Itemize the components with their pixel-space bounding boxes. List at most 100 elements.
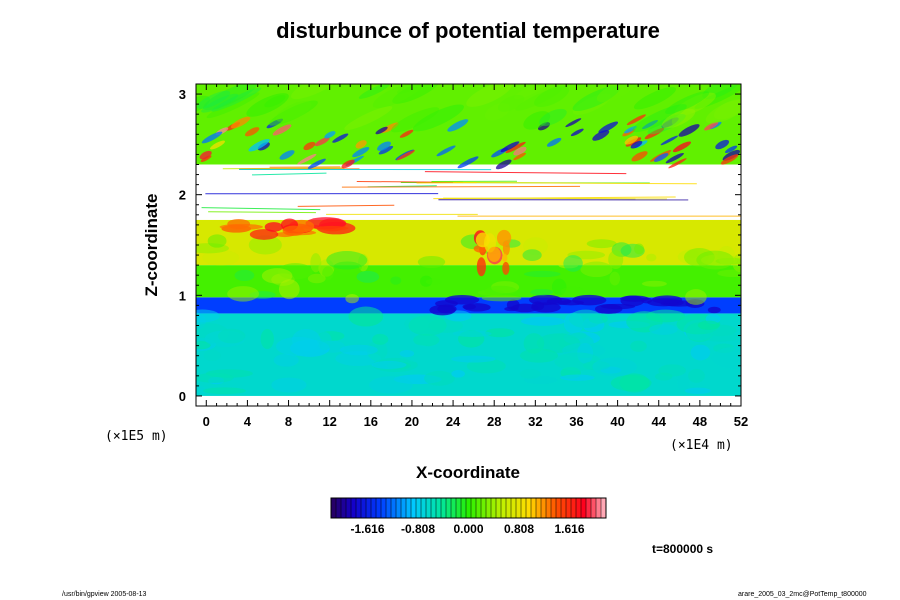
- wave-mark: [266, 118, 284, 129]
- colorbar-segment: [546, 498, 552, 518]
- colorbar-segment: [416, 498, 422, 518]
- heatmap-band-4: [196, 164, 741, 220]
- eddy-mark: [196, 385, 206, 396]
- wave-mark: [570, 128, 584, 137]
- eddy-mark: [688, 368, 705, 383]
- wave-mark: [210, 140, 225, 150]
- eddy-mark: [571, 332, 587, 339]
- streak-mark: [452, 181, 697, 185]
- colorbar-segment: [356, 498, 362, 518]
- footer-right: arare_2005_03_2mc@PotTemp_t800000: [738, 591, 867, 598]
- wave-mark: [720, 154, 739, 165]
- mid-eddy: [227, 286, 260, 302]
- colorbar-segment: [406, 498, 412, 518]
- streak-mark: [208, 211, 316, 214]
- colorbar-segment: [426, 498, 432, 518]
- wave-mark: [436, 145, 456, 157]
- upper-texture: [596, 84, 634, 103]
- wave-mark: [375, 126, 388, 135]
- upper-texture: [497, 94, 525, 112]
- wave-mark: [724, 145, 738, 154]
- upper-texture: [705, 99, 741, 124]
- wave-mark: [303, 141, 316, 151]
- wave-mark: [592, 130, 610, 141]
- colorbar-segment: [371, 498, 377, 518]
- wave-mark: [505, 141, 526, 154]
- x-axis-title: X-coordinate: [416, 463, 520, 482]
- mid-eddy: [425, 278, 442, 285]
- mid-eddy: [390, 276, 402, 285]
- wave-mark: [661, 117, 679, 128]
- wave-mark: [513, 146, 527, 156]
- x-tick-label: 40: [610, 414, 624, 429]
- wave-mark: [279, 150, 295, 160]
- eddy-mark: [519, 369, 541, 379]
- colorbar-segment: [441, 498, 447, 518]
- wave-mark: [672, 141, 692, 153]
- colorbar-segment: [571, 498, 577, 518]
- mid-eddy: [202, 249, 240, 266]
- cold-blob: [620, 295, 645, 307]
- eddy-mark: [372, 333, 389, 345]
- wave-mark: [665, 152, 684, 164]
- colorbar-segment: [586, 498, 592, 518]
- colorbar-segment: [471, 498, 477, 518]
- mid-eddy: [563, 255, 583, 272]
- colorbar-segment: [331, 498, 337, 518]
- wave-mark: [447, 119, 469, 132]
- plot-area: [196, 84, 741, 396]
- x-tick-label: 52: [734, 414, 748, 429]
- y-tick-label: 3: [179, 87, 186, 102]
- mid-eddy: [307, 273, 326, 284]
- upper-texture: [290, 84, 342, 100]
- mid-eddy: [646, 253, 657, 262]
- mid-eddy: [586, 239, 617, 249]
- upper-texture: [268, 100, 318, 126]
- x-tick-label: 28: [487, 414, 501, 429]
- upper-texture: [412, 104, 464, 132]
- eddy-mark: [519, 348, 559, 363]
- upper-texture: [484, 103, 510, 121]
- eddy-mark: [317, 331, 332, 351]
- streak-mark: [222, 167, 344, 170]
- colorbar-segment: [481, 498, 487, 518]
- colorbar-segment: [341, 498, 347, 518]
- colorbar-segment: [366, 498, 372, 518]
- eddy-mark: [690, 344, 711, 361]
- colorbar-segment: [376, 498, 382, 518]
- x-unit-label: (×1E4 m): [670, 438, 733, 453]
- colorbar-segment: [536, 498, 542, 518]
- wave-mark: [546, 137, 562, 147]
- wave-mark: [201, 131, 223, 144]
- warm-patch: [282, 225, 305, 237]
- eddy-mark: [697, 320, 720, 330]
- upper-texture: [264, 95, 286, 108]
- wave-mark: [332, 133, 349, 143]
- upper-texture: [344, 106, 393, 131]
- colorbar-segment: [591, 498, 597, 518]
- mid-eddy: [417, 255, 446, 269]
- wave-mark: [297, 153, 317, 165]
- wave-mark: [598, 121, 619, 134]
- wave-mark: [495, 159, 512, 170]
- eddy-mark: [424, 370, 455, 386]
- colorbar-tick-label: 1.616: [554, 522, 584, 536]
- x-tick-label: 8: [285, 414, 292, 429]
- eddy-mark: [485, 328, 515, 338]
- upper-texture: [647, 113, 686, 135]
- eddy-mark: [452, 330, 492, 337]
- mid-eddy: [261, 268, 293, 284]
- streak-mark: [252, 172, 327, 176]
- mid-eddy: [248, 235, 282, 255]
- eddy-mark: [273, 353, 299, 367]
- wave-mark: [199, 150, 212, 160]
- wave-mark: [668, 158, 687, 169]
- eddy-mark: [699, 332, 741, 342]
- plume-mark: [496, 229, 512, 247]
- cold-blob: [558, 300, 585, 306]
- colorbar-segment: [351, 498, 357, 518]
- eddy-mark: [217, 328, 246, 344]
- wave-mark: [396, 150, 416, 161]
- wave-mark: [200, 155, 212, 162]
- eddy-mark: [371, 360, 407, 369]
